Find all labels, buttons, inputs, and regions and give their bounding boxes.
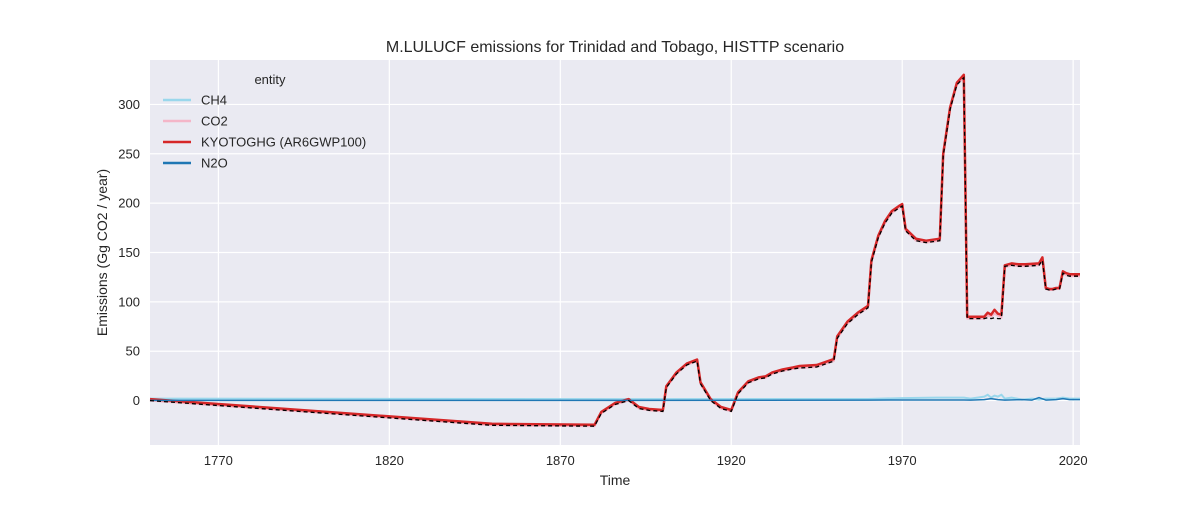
x-tick-label: 2020 (1059, 453, 1088, 468)
legend-label-co2: CO2 (201, 114, 228, 129)
legend-label-kyotoghg-ar6gwp100: KYOTOGHG (AR6GWP100) (201, 135, 366, 150)
series-line-kyotoghg-ar6gwp100 (149, 73, 1080, 427)
legend-label-n2o: N2O (201, 156, 228, 171)
x-tick-label: 1820 (375, 453, 404, 468)
x-tick-label: 1770 (204, 453, 233, 468)
series-line-n2o (150, 396, 1080, 402)
series-line-ch4 (149, 393, 1080, 401)
y-tick-labels: 0 50 100 150 200 250 300 (118, 97, 140, 408)
reference-line-group (149, 76, 1080, 427)
series-lines (149, 73, 1080, 428)
y-tick-label: 250 (118, 146, 140, 161)
chart-title: M.LULUCF emissions for Trinidad and Toba… (386, 39, 844, 56)
x-tick-label: 1870 (546, 453, 575, 468)
x-tick-label: 1920 (717, 453, 746, 468)
y-tick-label: 0 (133, 393, 140, 408)
x-axis-label: Time (600, 472, 631, 488)
legend-title: entity (254, 72, 286, 87)
legend-label-ch4: CH4 (201, 93, 227, 108)
y-tick-label: 300 (118, 97, 140, 112)
y-tick-label: 100 (118, 294, 140, 309)
x-tick-label: 1970 (888, 453, 917, 468)
y-tick-label: 200 (118, 196, 140, 211)
y-axis-label: Emissions (Gg CO2 / year) (94, 169, 110, 336)
y-tick-label: 150 (118, 245, 140, 260)
y-tick-label: 50 (126, 344, 140, 359)
legend: entity CH4 CO2 KYOTOGHG (AR6GWP100) N2O (163, 72, 366, 171)
reference-dashed-line (149, 76, 1080, 427)
x-tick-labels: 1770 1820 1870 1920 1970 2020 (204, 453, 1088, 468)
